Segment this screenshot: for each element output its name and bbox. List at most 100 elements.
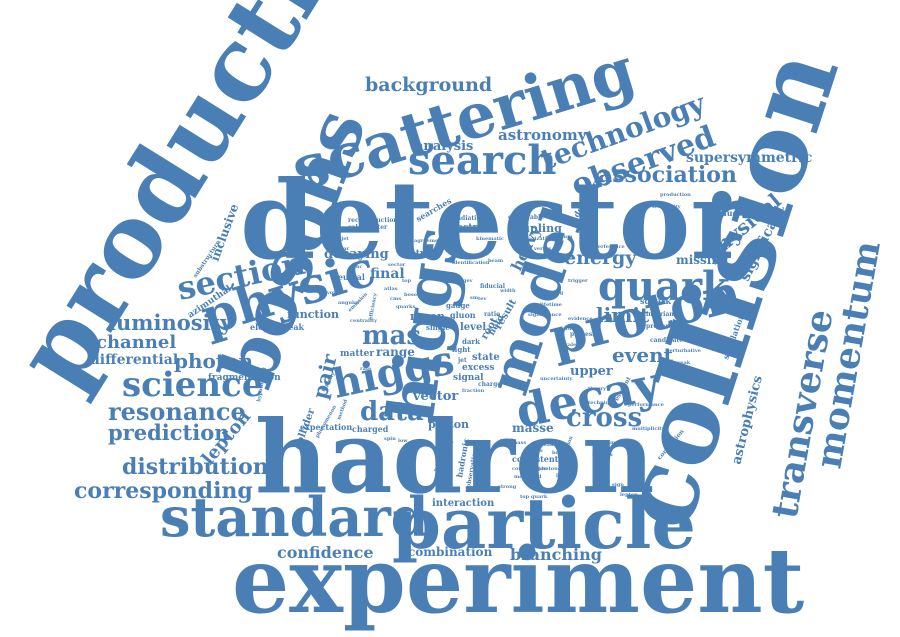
word-light: light <box>452 345 471 354</box>
word-sm: sm <box>470 295 479 301</box>
word-lepton-small: lepton <box>620 492 638 498</box>
word-reconstruction: reconstruction <box>348 217 398 224</box>
word-confidence: confidence <box>277 543 374 562</box>
word-sector: sector <box>388 262 406 268</box>
word-contribution: contribution <box>512 466 548 472</box>
word-particle: particle <box>392 482 696 565</box>
word-coupling: coupling <box>508 222 562 235</box>
word-cross: cross <box>566 403 642 433</box>
word-channel: channel <box>96 332 176 353</box>
word-total: total <box>500 438 513 444</box>
word-spin: spin <box>384 436 396 442</box>
word-combination: combination <box>408 545 493 559</box>
word-level: level <box>460 322 486 333</box>
word-spectrum: spectrum <box>546 234 573 240</box>
word-nuclear: nuclear <box>328 246 350 252</box>
word-properties: properties <box>646 323 681 330</box>
word-neutral: neutral <box>332 272 365 282</box>
word-bound: bound <box>552 450 570 456</box>
word-flavor: flavor <box>320 290 336 296</box>
word-jet: jet <box>457 357 467 364</box>
word-mode: mode <box>678 326 693 332</box>
word-masse: masse <box>512 421 554 435</box>
word-fiducial: fiducial <box>480 283 506 290</box>
word-peak: peak <box>540 442 554 448</box>
word-theory: theory <box>588 386 607 392</box>
word-detector: detector <box>240 158 750 284</box>
word-lhc: lhc <box>354 264 363 270</box>
word-search: search <box>408 137 556 184</box>
word-luminosity: luminosity <box>108 310 233 335</box>
word-electron: electron <box>448 223 490 233</box>
word-scale: scale <box>562 342 576 348</box>
word-low: low <box>398 438 408 444</box>
word-ratio: ratio <box>484 311 500 318</box>
word-gauge: gauge <box>446 301 470 310</box>
word-experiment: experiment <box>232 528 805 634</box>
word-order: order <box>562 326 578 332</box>
word-charged: charged <box>352 424 389 434</box>
word-science: science <box>122 365 263 405</box>
word-fragmentation: fragmentation <box>208 373 281 383</box>
word-differential: differential <box>90 352 178 368</box>
word-width: width <box>499 288 516 294</box>
word-lifetime: lifetime <box>540 302 562 308</box>
word-atlas: atlas <box>384 286 398 292</box>
word-process: process <box>570 331 596 338</box>
word-rate: rate <box>360 366 371 372</box>
word-dijet: dijet <box>336 236 349 242</box>
word-perturbative: perturbative <box>666 348 701 354</box>
word-candidate: candidate <box>650 337 683 344</box>
word-interference: interference <box>590 244 625 250</box>
word-angular: angular <box>338 300 360 306</box>
word-single: single <box>426 323 450 332</box>
word-limit: limit <box>596 303 650 327</box>
word-evidence: evidence <box>568 316 593 322</box>
word-vertex: vertex <box>533 246 552 252</box>
word-polarization: polarization <box>520 236 554 242</box>
word-expectation: expectation <box>300 422 352 432</box>
word-boson: boson <box>404 292 421 298</box>
word-consistent: consistent <box>512 454 559 464</box>
word-supersymmetric: supersymmetric <box>686 150 812 166</box>
word-radiation: radiation <box>454 215 485 222</box>
word-sample: sample <box>520 252 540 258</box>
word-observable: observable <box>508 214 544 221</box>
word-measured: measured <box>514 474 542 480</box>
word-high: high <box>390 408 403 414</box>
word-charge: charge <box>478 381 501 388</box>
word-quark: quark <box>598 263 731 310</box>
word-top-quark: top quark <box>520 494 548 500</box>
word-muon: muon <box>410 310 445 323</box>
word-cms: cms <box>390 296 401 302</box>
word-identification: identification <box>452 260 490 266</box>
word-squark: squark <box>640 296 671 306</box>
word-strong: strong <box>498 484 517 490</box>
word-quarks: quarks <box>396 304 415 310</box>
word-centre: centre <box>398 249 431 259</box>
word-final: final <box>370 266 405 282</box>
word-produced: produced <box>706 208 749 218</box>
word-decaying: decaying <box>324 247 389 262</box>
word-analysis: analysis <box>415 139 473 154</box>
word-distribution: distribution <box>122 454 269 480</box>
word-dark: dark <box>462 337 480 346</box>
word-kinematic: kinematic <box>476 236 504 242</box>
word-tev: tev <box>478 296 487 302</box>
word-fraction: fraction <box>462 388 485 394</box>
word-missing: missing <box>676 253 729 267</box>
word-invariant: invariant <box>646 311 677 318</box>
word-electroweak: electroweak <box>250 322 304 332</box>
word-production-small: production <box>660 192 691 198</box>
word-mass-small: mass <box>512 440 526 446</box>
word-event: event <box>612 343 674 367</box>
word-upper: upper <box>570 364 613 379</box>
word-significance: significance <box>528 312 562 318</box>
word-centrality: centrality <box>350 318 378 324</box>
word-photon: photon <box>174 349 253 373</box>
word-efficiency: efficiency <box>368 292 379 321</box>
word-function: function <box>287 308 339 321</box>
word-resonance: resonance <box>108 397 246 426</box>
word-prediction: prediction <box>108 420 230 445</box>
